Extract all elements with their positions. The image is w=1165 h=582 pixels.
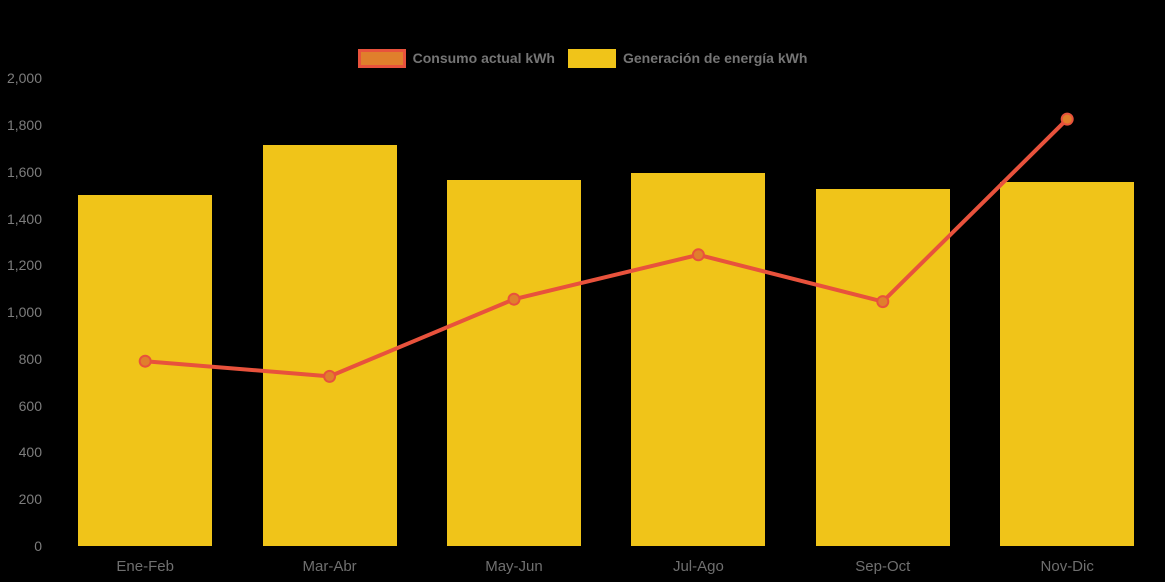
bar-sep-oct[interactable] (815, 189, 950, 546)
y-axis-tick-label: 200 (18, 491, 42, 508)
y-axis-tick-label: 1,400 (6, 210, 42, 227)
line-point-sep-oct[interactable] (876, 295, 890, 309)
legend-swatch-generacion (567, 49, 616, 68)
x-axis-label-may-jun: May-Jun (485, 558, 543, 575)
legend-item-consumo[interactable]: Consumo actual kWh (357, 49, 555, 68)
legend: Consumo actual kWh Generación de energía … (0, 49, 1165, 68)
bar-nov-dic[interactable] (1000, 182, 1135, 546)
line-point-ene-feb[interactable] (138, 354, 152, 368)
bar-mar-abr[interactable] (262, 144, 397, 546)
line-point-nov-dic[interactable] (1060, 112, 1074, 126)
legend-item-generacion[interactable]: Generación de energía kWh (567, 49, 808, 68)
x-axis-label-jul-ago: Jul-Ago (672, 558, 724, 575)
y-axis-tick-label: 800 (18, 350, 42, 367)
bar-ene-feb[interactable] (78, 195, 213, 546)
x-axis-label-mar-abr: Mar-Abr (302, 558, 357, 575)
y-axis-tick-label: 1,200 (6, 257, 42, 274)
x-axis-label-ene-feb: Ene-Feb (116, 558, 174, 575)
y-axis-tick-label: 1,800 (6, 116, 42, 133)
bar-jul-ago[interactable] (631, 172, 766, 546)
y-axis-tick-label: 400 (18, 444, 42, 461)
y-axis-tick-label: 1,600 (6, 163, 42, 180)
line-point-may-jun[interactable] (507, 292, 521, 306)
y-axis-tick-label: 2,000 (6, 70, 42, 87)
legend-swatch-consumo (357, 49, 406, 68)
legend-label-generacion: Generación de energía kWh (622, 50, 808, 66)
consumption-line (145, 117, 1069, 379)
x-axis-label-sep-oct: Sep-Oct (855, 558, 911, 575)
x-axis-label-nov-dic: Nov-Dic (1040, 558, 1094, 575)
y-axis-tick-label: 600 (18, 397, 42, 414)
bar-may-jun[interactable] (447, 179, 581, 546)
line-point-jul-ago[interactable] (691, 248, 705, 262)
y-axis-tick-label: 1,000 (6, 304, 42, 321)
legend-label-consumo: Consumo actual kWh (412, 50, 555, 66)
y-axis-tick-label: 0 (34, 538, 42, 554)
line-point-mar-abr[interactable] (323, 369, 337, 383)
